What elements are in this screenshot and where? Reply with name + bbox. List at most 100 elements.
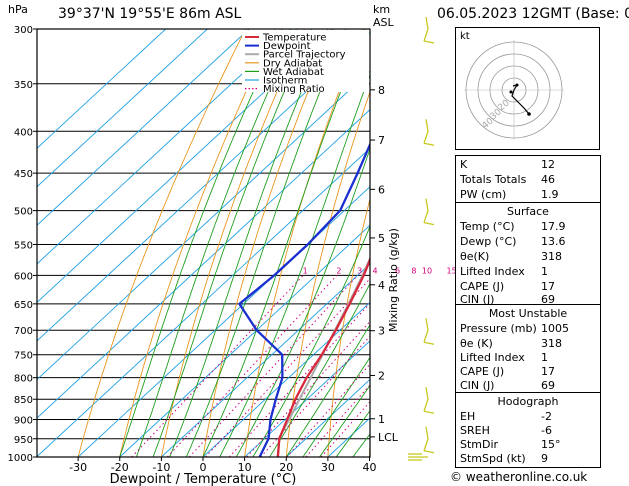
dry-adiabat-line	[604, 17, 629, 457]
x-tick-label: 20	[279, 461, 293, 474]
legend-temperature: Temperature	[262, 33, 326, 44]
surface-row-li: Lifted Index 1	[460, 265, 548, 278]
legend-isotherm: Isotherm	[263, 76, 307, 87]
mixing-ratio-label: 4	[373, 266, 378, 275]
mixing-ratio-label: 15	[447, 266, 457, 275]
legend-mixing-ratio: Mixing Ratio	[263, 84, 325, 95]
pressure-tick-label: 750	[14, 351, 33, 362]
x-tick-label: -10	[152, 461, 170, 474]
km-tick-label: LCL	[378, 431, 399, 444]
x-tick-label: -30	[69, 461, 87, 474]
surface-row-dewp: Dewp (°C) 13.6	[460, 235, 566, 248]
pressure-tick-label: 650	[14, 300, 33, 311]
mixing-ratio-label: 10	[422, 266, 432, 275]
km-tick-label: 8	[378, 84, 385, 97]
wind-barb	[423, 142, 435, 146]
hodograph-point	[527, 112, 531, 116]
mixing-ratio-line	[246, 320, 370, 457]
dry-adiabat-line	[119, 29, 276, 457]
temperature-line	[276, 256, 370, 457]
dry-adiabat-line	[327, 197, 370, 457]
legend-box	[242, 30, 369, 92]
wet-adiabat-line	[319, 384, 370, 457]
x-tick-label: 40	[363, 461, 377, 474]
wind-barb	[423, 341, 435, 345]
legend-parcel: Parcel Trajectory	[263, 50, 346, 61]
km-tick-label: 2	[378, 369, 385, 382]
wet-adiabat-line	[169, 29, 329, 457]
pressure-tick-label: 500	[14, 207, 33, 218]
x-tick-label: 10	[238, 461, 252, 474]
pressure-tick-label: 700	[14, 326, 33, 337]
mixing-ratio-line	[205, 277, 370, 457]
wet-adiabat-line	[202, 29, 366, 457]
isotherm-line	[244, 340, 370, 457]
x-axis-label: Dewpoint / Temperature (°C)	[110, 472, 297, 486]
hodograph-title: Hodograph	[497, 395, 559, 408]
km-tick-label: 5	[378, 232, 385, 245]
km-tick-label: 6	[378, 183, 385, 196]
hodo-row-stmdir: StmDir 15°	[460, 438, 561, 451]
mu-row-cape: CAPE (J) 17	[460, 365, 555, 378]
surface-table: Surface Temp (°C) 17.9 Dewp (°C) 13.6 θe(K…	[455, 202, 601, 306]
wet-adiabat-line	[285, 323, 370, 457]
wet-adiabat-line	[335, 409, 370, 457]
mixing-ratio-line	[305, 384, 370, 457]
wet-adiabat-line	[135, 29, 297, 457]
wet-adiabat-line	[269, 282, 370, 457]
pressure-tick-label: 350	[14, 80, 33, 91]
isotherm-line	[37, 29, 208, 188]
hodograph-trace	[511, 89, 530, 115]
isotherm-line	[37, 29, 250, 226]
isotherm-line	[37, 70, 370, 381]
km-tick-label: 1	[378, 413, 385, 426]
copyright-footer: © weatheronline.co.uk	[450, 470, 588, 484]
wind-barb	[423, 450, 435, 454]
dry-adiabat-line	[202, 29, 335, 457]
wind-barb	[423, 119, 429, 144]
km-tick-label: 3	[378, 325, 385, 338]
x-tick-label: 0	[200, 461, 207, 474]
isotherm-line	[37, 147, 370, 457]
isotherm-line	[37, 29, 167, 149]
mu-row-thetae: θe (K) 318	[460, 337, 562, 350]
km-tick-label: 4	[378, 279, 385, 292]
wind-barb	[423, 410, 435, 414]
legend-dry-adiabat: Dry Adiabat	[263, 58, 322, 69]
mixing-ratio-line	[286, 363, 370, 457]
wind-barb	[423, 426, 429, 451]
hodo-row-eh: EH -2	[460, 410, 552, 423]
surface-row-temp: Temp (°C) 17.9	[460, 220, 566, 233]
wet-adiabat-line	[302, 356, 370, 457]
km-unit-label: km	[373, 3, 391, 16]
asl-unit-label: ASL	[373, 16, 394, 29]
wind-barb	[423, 221, 435, 226]
dry-adiabat-line	[77, 29, 247, 457]
mixing-ratio-line	[188, 275, 359, 457]
pressure-tick-label: 450	[14, 169, 33, 180]
mixing-ratio-label: 8	[411, 266, 416, 275]
wind-barb	[423, 198, 429, 223]
dry-adiabat-line	[160, 29, 305, 457]
dry-adiabat-line	[244, 29, 364, 457]
wet-adiabat-line	[235, 147, 370, 457]
wind-barb	[423, 40, 435, 44]
most-unstable-title: Most Unstable	[488, 307, 568, 320]
mu-row-li: Lifted Index 1	[460, 351, 548, 364]
isotherm-line	[285, 378, 370, 457]
hodograph-table: Hodograph EH -2 SREH -6 StmDir 15° StmSpd (…	[455, 392, 601, 468]
mixing-ratio-line	[131, 275, 304, 457]
mixing-ratio-label: 2	[336, 266, 341, 275]
wet-adiabat-line	[219, 73, 370, 457]
index-row-pw: PW (cm) 1.9	[460, 188, 559, 201]
isotherm-line	[37, 29, 333, 303]
mixing-ratio-axis-label: Mixing Ratio (g/kg)	[387, 228, 400, 332]
pressure-tick-label: 550	[14, 240, 33, 251]
hodograph-point	[515, 83, 519, 87]
hpa-unit-label: hPa	[8, 3, 28, 16]
mu-row-pressure: Pressure (mb) 1005	[460, 322, 569, 335]
mixing-ratio-label: 6	[395, 266, 400, 275]
wind-barb	[423, 16, 429, 42]
